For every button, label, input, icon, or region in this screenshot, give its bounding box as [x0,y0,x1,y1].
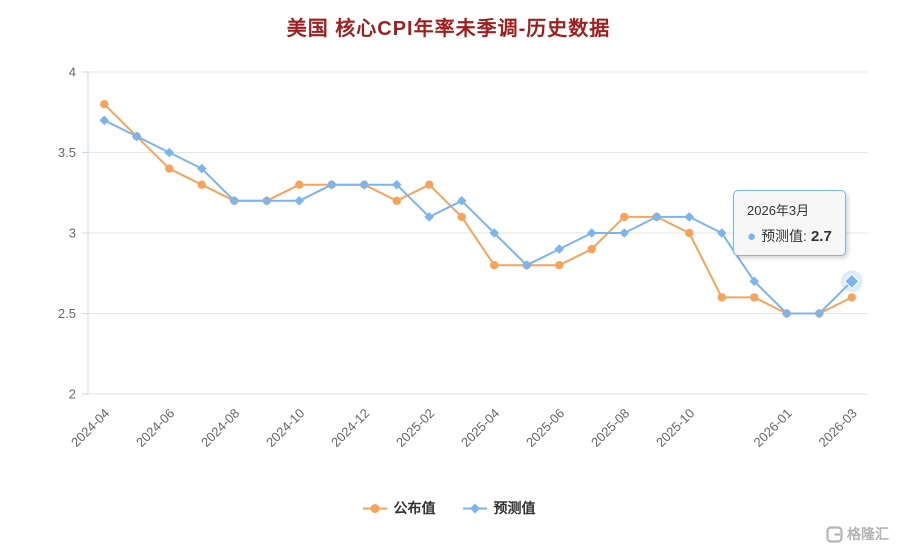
y-tick-label: 3 [69,226,76,241]
data-point-circle[interactable] [457,212,466,222]
tooltip-value: 2.7 [810,227,832,245]
legend-item-forecast[interactable]: 预测值 [462,498,536,518]
data-point-diamond[interactable] [716,228,727,238]
data-point-diamond[interactable] [196,163,207,174]
data-point-circle[interactable] [587,244,596,254]
data-point-circle[interactable] [392,196,401,205]
data-point-diamond[interactable] [684,212,695,222]
data-point-circle[interactable] [490,261,499,270]
x-tick-label: 2024-10 [263,406,307,450]
tooltip-series-row: ● 预测值: 2.7 [747,226,832,246]
watermark-logo: 格隆汇 [826,524,889,544]
series-forecast-line[interactable] [99,115,857,319]
data-point-circle[interactable] [197,180,206,189]
x-tick-label: 2025-06 [523,406,567,450]
data-point-diamond[interactable] [131,131,142,142]
x-tick-label: 2026-03 [816,406,860,450]
data-point-diamond[interactable] [554,244,565,254]
x-tick-label: 2026-01 [751,406,795,450]
published-marker-icon [362,503,387,513]
watermark-text: 格隆汇 [847,526,889,542]
tooltip-date: 2026年3月 [747,203,810,218]
data-point-diamond[interactable] [781,308,792,319]
data-point-diamond[interactable] [424,212,435,222]
series-bullet-icon: ● [747,227,757,245]
data-point-diamond[interactable] [294,196,305,206]
data-point-circle[interactable] [685,228,694,238]
data-point-diamond[interactable] [489,228,500,238]
x-tick-label: 2025-10 [653,406,697,450]
data-point-diamond[interactable] [326,179,337,190]
x-tick-label: 2024-12 [328,406,372,450]
data-point-circle[interactable] [295,180,304,189]
forecast-marker-icon [462,503,487,513]
x-tick-label: 2025-04 [458,406,502,450]
gelonghui-icon [826,525,843,543]
data-point-diamond[interactable] [164,147,175,158]
highlighted-point[interactable] [840,270,863,293]
data-point-diamond[interactable] [651,212,662,222]
x-tick-label: 2024-08 [198,406,242,450]
x-axis-labels: 2024-04 2024-06 2024-08 2024-10 2024-12 2025-… [68,406,860,450]
data-point-diamond[interactable] [521,260,532,270]
data-point-circle[interactable] [717,293,726,302]
tooltip: 2026年3月 ● 预测值: 2.7 [733,190,846,256]
data-point-diamond[interactable] [814,308,825,319]
data-point-diamond[interactable] [456,196,467,206]
data-point-circle[interactable] [555,261,564,270]
x-tick-label: 2025-02 [393,406,437,450]
data-point-circle[interactable] [750,293,759,302]
legend: 公布值 预测值 [0,498,897,518]
data-point-circle[interactable] [847,293,856,302]
legend-label-forecast: 预测值 [493,500,536,516]
tooltip-series-label: 预测值: [761,228,807,244]
data-point-diamond[interactable] [391,179,402,190]
data-point-circle[interactable] [100,100,109,109]
data-point-diamond[interactable] [99,115,110,126]
data-point-diamond[interactable] [749,276,760,287]
chart-title: 美国 核心CPI年率未季调-历史数据 [286,18,611,40]
highlighted-diamond-marker[interactable] [844,273,860,290]
x-tick-label: 2024-06 [133,406,177,450]
data-point-circle[interactable] [620,212,629,222]
data-point-circle[interactable] [425,180,434,189]
x-tick-label: 2024-04 [68,406,112,450]
data-point-diamond[interactable] [586,228,597,238]
legend-item-published[interactable]: 公布值 [362,498,436,518]
y-tick-label: 3.5 [58,145,76,160]
y-tick-label: 2.5 [58,306,76,321]
data-point-diamond[interactable] [261,196,272,206]
legend-label-published: 公布值 [393,500,436,516]
x-tick-label: 2025-08 [588,406,632,450]
y-tick-label: 4 [69,65,76,80]
data-point-diamond[interactable] [229,196,240,206]
y-tick-label: 2 [69,387,76,402]
data-point-diamond[interactable] [359,179,370,190]
data-point-circle[interactable] [165,164,174,173]
data-point-diamond[interactable] [619,228,630,238]
